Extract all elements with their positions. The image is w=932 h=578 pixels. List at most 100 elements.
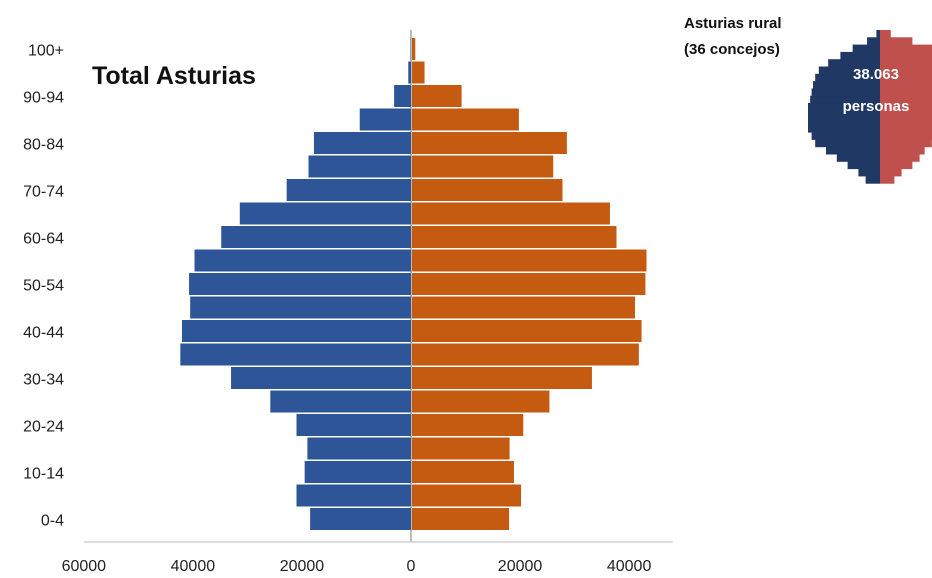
inset-title-line-2: (36 concejos) bbox=[684, 41, 780, 58]
inset-right-bar bbox=[880, 66, 932, 75]
inset-right-bar bbox=[880, 59, 932, 67]
left-bar-50-54 bbox=[189, 273, 411, 295]
y-tick-label: 10-14 bbox=[23, 466, 64, 483]
inset-right-bar bbox=[880, 37, 913, 45]
right-bar-45-49 bbox=[412, 296, 636, 319]
left-bar-55-59 bbox=[194, 249, 411, 272]
inset-right-bar bbox=[880, 81, 932, 89]
y-tick-label: 60-64 bbox=[23, 231, 64, 248]
left-bar-0-4 bbox=[310, 508, 411, 530]
inset-left-bar bbox=[865, 176, 880, 184]
inset-right-bar bbox=[880, 103, 932, 111]
inset-left-bar bbox=[828, 59, 880, 67]
inset-left-bar bbox=[867, 37, 880, 45]
right-bar-85-89 bbox=[412, 108, 519, 131]
right-bar-95-99 bbox=[412, 61, 425, 84]
left-bar-40-44 bbox=[181, 320, 411, 342]
left-bar-25-29 bbox=[270, 390, 411, 413]
y-tick-label: 40-44 bbox=[23, 325, 64, 342]
right-bar-70-74 bbox=[412, 179, 563, 201]
left-bar-90-94 bbox=[394, 85, 411, 107]
left-bar-5-9 bbox=[296, 484, 411, 507]
chart-title: Total Asturias bbox=[92, 62, 256, 90]
left-bar-35-39 bbox=[180, 343, 411, 366]
left-bar-85-89 bbox=[359, 108, 411, 131]
left-bar-45-49 bbox=[190, 296, 411, 319]
x-tick-label: 20000 bbox=[280, 558, 325, 575]
inset-right-bar bbox=[880, 161, 913, 170]
inset-left-bar bbox=[876, 30, 880, 38]
right-bar-65-69 bbox=[412, 202, 610, 225]
inset-population-value: 38.063 bbox=[853, 66, 899, 83]
right-bar-0-4 bbox=[412, 508, 510, 530]
inset-right-bar bbox=[880, 95, 932, 104]
inset-right-bar bbox=[880, 73, 932, 82]
inset-right-bar bbox=[880, 168, 902, 177]
x-tick-label: 40000 bbox=[171, 558, 216, 575]
inset-population-unit: personas bbox=[843, 98, 910, 115]
right-bar-60-64 bbox=[412, 226, 617, 248]
inset-left-bar bbox=[808, 110, 880, 118]
y-tick-label: 20-24 bbox=[23, 419, 64, 436]
right-bar-10-14 bbox=[412, 461, 514, 483]
left-bar-60-64 bbox=[221, 226, 411, 248]
left-bar-65-69 bbox=[239, 202, 411, 225]
inset-right-bar bbox=[880, 132, 932, 140]
y-tick-label: 90-94 bbox=[23, 90, 64, 107]
right-bar-25-29 bbox=[412, 390, 550, 413]
y-tick-label: 70-74 bbox=[23, 184, 64, 201]
right-bar-100+ bbox=[412, 38, 416, 60]
y-tick-label: 30-34 bbox=[23, 372, 64, 389]
inset-left-bar bbox=[858, 168, 880, 177]
right-bar-5-9 bbox=[412, 484, 522, 507]
inset-left-bar bbox=[808, 103, 880, 111]
x-tick-labels: 60000 40000 20000 0 20000 40000 bbox=[62, 558, 652, 575]
right-bar-55-59 bbox=[412, 249, 647, 272]
right-bar-40-44 bbox=[412, 320, 642, 342]
left-bar-75-79 bbox=[308, 155, 411, 178]
inset-right-bar bbox=[880, 176, 895, 184]
inset-right-bar bbox=[880, 117, 932, 126]
right-bar-30-34 bbox=[412, 367, 592, 389]
inset-right-bar bbox=[880, 146, 925, 155]
right-bar-35-39 bbox=[412, 343, 639, 366]
bars-group bbox=[180, 38, 647, 530]
right-bar-80-84 bbox=[412, 132, 567, 154]
inset-left-bar bbox=[847, 161, 880, 170]
right-bar-90-94 bbox=[412, 85, 462, 107]
left-bar-20-24 bbox=[296, 414, 411, 436]
left-bar-15-19 bbox=[307, 437, 411, 460]
y-tick-label: 0-4 bbox=[41, 513, 64, 530]
inset-left-bar bbox=[808, 117, 880, 126]
y-tick-label: 80-84 bbox=[23, 137, 64, 154]
left-bar-80-84 bbox=[313, 132, 411, 154]
inset-left-bar bbox=[815, 73, 880, 82]
y-tick-label: 100+ bbox=[28, 43, 64, 60]
x-tick-label: 60000 bbox=[62, 558, 107, 575]
left-bar-100+ bbox=[410, 38, 411, 60]
right-bar-20-24 bbox=[412, 414, 524, 436]
inset-left-bar bbox=[818, 66, 880, 75]
inset-left-bar bbox=[810, 95, 880, 104]
left-bar-95-99 bbox=[408, 61, 411, 84]
inset-right-bar bbox=[880, 154, 920, 162]
inset-right-bar bbox=[880, 110, 932, 118]
inset-left-bar bbox=[813, 81, 880, 89]
x-tick-label: 20000 bbox=[498, 558, 543, 575]
left-bar-30-34 bbox=[231, 367, 411, 389]
inset-left-bar bbox=[826, 146, 880, 155]
inset-right-bar bbox=[880, 51, 932, 60]
inset-right-bar bbox=[880, 139, 932, 148]
x-tick-label: 40000 bbox=[607, 558, 652, 575]
right-bar-75-79 bbox=[412, 155, 554, 178]
inset-right-bar bbox=[880, 30, 891, 38]
left-bar-10-14 bbox=[304, 461, 411, 483]
inset-left-bar bbox=[852, 44, 880, 53]
y-tick-labels: 0-4 10-14 20-24 30-34 40-44 50-54 60-64 70-74 80… bbox=[23, 43, 64, 530]
left-bar-70-74 bbox=[286, 179, 411, 201]
inset-right-bar bbox=[880, 124, 932, 133]
inset-bars-group bbox=[808, 30, 932, 184]
rural-inset: Asturias rural (36 concejos) 38.063 pers… bbox=[684, 15, 932, 184]
inset-title-line-1: Asturias rural bbox=[684, 15, 782, 32]
